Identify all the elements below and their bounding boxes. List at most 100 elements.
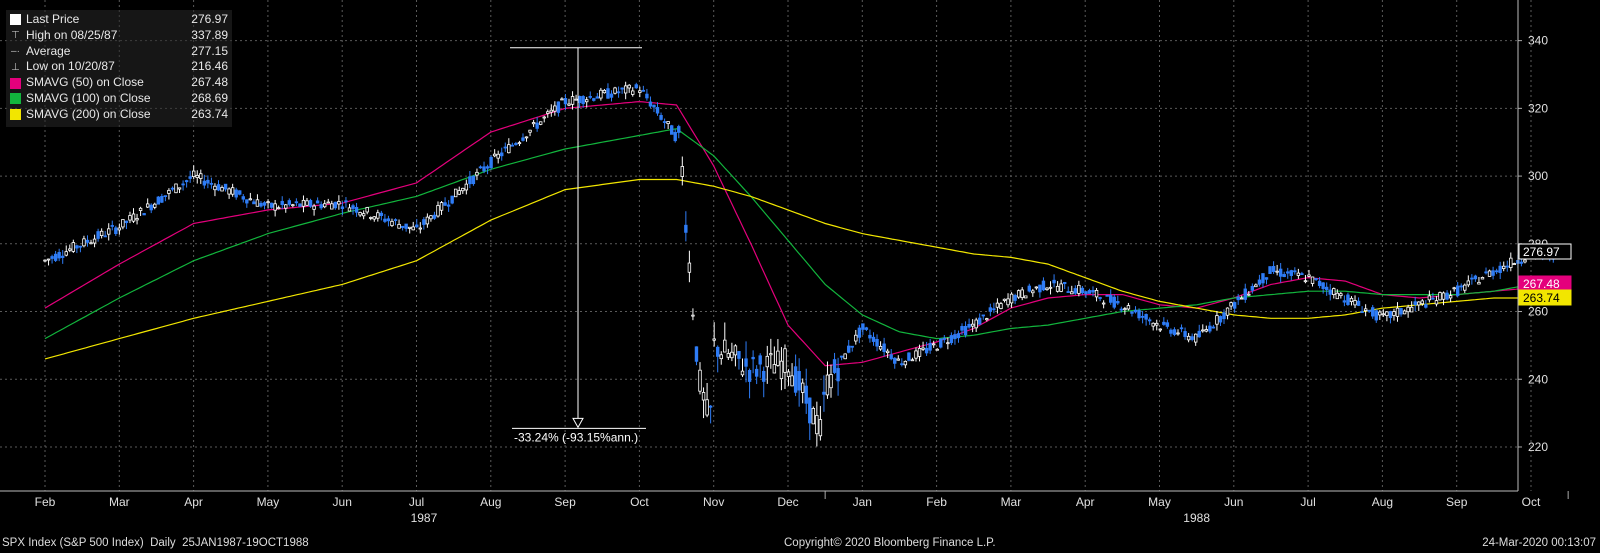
candle-body	[333, 201, 338, 209]
candle-body	[415, 224, 419, 228]
candle-body	[1098, 297, 1102, 299]
candle-body	[1020, 289, 1024, 299]
x-tick-label: Jan	[853, 495, 872, 509]
candle-body	[684, 224, 688, 233]
candle-body	[1519, 261, 1524, 264]
legend-label: SMAVG (100) on Close	[26, 90, 151, 105]
legend-item-sma200[interactable]: SMAVG (200) on Close 263.74	[10, 107, 228, 123]
candle-body	[485, 166, 490, 169]
candle-body	[1041, 280, 1046, 291]
candle-body	[1296, 272, 1301, 276]
candle-body	[199, 173, 203, 179]
candle-body	[1144, 314, 1148, 320]
candle-body	[238, 190, 242, 195]
candle-body	[439, 202, 444, 211]
price-candles	[43, 81, 1555, 447]
candle-body	[779, 360, 784, 380]
candle-body	[1133, 309, 1138, 313]
legend-item-sma100[interactable]: SMAVG (100) on Close 268.69	[10, 91, 228, 107]
candle-body	[602, 89, 607, 94]
candle-body	[723, 339, 727, 353]
candle-body	[1409, 306, 1414, 313]
candle-body	[245, 199, 249, 204]
legend-item-average[interactable]: –· Average 277.15	[10, 44, 228, 60]
candle-body	[949, 335, 954, 344]
legend-label: Low on 10/20/87	[26, 59, 115, 74]
legend-item-sma50[interactable]: SMAVG (50) on Close 267.48	[10, 75, 228, 91]
candle-body	[733, 345, 738, 356]
candle-body	[769, 353, 773, 356]
candle-body	[1356, 300, 1361, 306]
last-value-tag-label: 263.74	[1523, 291, 1560, 305]
candle-body	[1286, 271, 1290, 274]
candle-body	[305, 200, 309, 206]
candle-body	[606, 88, 610, 99]
candle-body	[1466, 280, 1471, 286]
candle-body	[181, 183, 185, 186]
y-tick-label: 320	[1528, 101, 1548, 115]
candle-body	[128, 215, 132, 221]
candle-body	[878, 345, 883, 350]
legend-item-high[interactable]: ⊤ High on 08/25/87 337.89	[10, 28, 228, 44]
last-value-tag	[1518, 289, 1572, 306]
candle-body	[931, 343, 936, 346]
candle-body	[691, 314, 695, 317]
candle-body	[1463, 284, 1467, 291]
candle-body	[549, 109, 554, 113]
candle-body	[461, 187, 465, 192]
candle-body	[330, 203, 334, 210]
candle-body	[1441, 292, 1446, 300]
candle-body	[496, 153, 500, 159]
candle-body	[871, 336, 876, 342]
candle-body	[276, 207, 281, 210]
candle-body	[1332, 288, 1336, 295]
candle-body	[1339, 293, 1343, 297]
candle-body	[1193, 333, 1198, 343]
candle-body	[1264, 277, 1269, 280]
candle-body	[903, 360, 908, 366]
candle-body	[914, 350, 918, 359]
candle-body	[138, 207, 143, 211]
candle-body	[1109, 294, 1113, 303]
candle-body	[1278, 268, 1283, 277]
candle-body	[868, 334, 872, 339]
legend-item-low[interactable]: ⊥ Low on 10/20/87 216.46	[10, 59, 228, 75]
candle-body	[1162, 321, 1166, 325]
candle-body	[1455, 285, 1460, 296]
legend-label: SMAVG (50) on Close	[26, 75, 144, 90]
candle-body	[577, 96, 582, 104]
candle-body	[1140, 315, 1145, 318]
candle-body	[1491, 270, 1495, 276]
candle-body	[616, 91, 621, 94]
candle-body	[280, 200, 284, 206]
legend-value: 276.97	[191, 12, 228, 26]
candle-body	[121, 219, 125, 228]
x-tick-label: Feb	[35, 495, 56, 509]
candle-body	[921, 347, 925, 350]
candle-body	[492, 153, 497, 157]
candle-body	[1116, 301, 1120, 304]
candle-body	[351, 205, 355, 209]
candle-body	[740, 370, 745, 376]
candle-body	[301, 199, 306, 207]
candle-body	[1240, 297, 1244, 300]
candle-body	[1353, 300, 1357, 306]
candle-body	[107, 228, 111, 235]
candle-body	[687, 262, 692, 273]
last-value-tag	[1518, 243, 1572, 260]
candle-body	[634, 84, 638, 89]
candle-body	[287, 200, 292, 205]
candle-body	[400, 225, 405, 228]
candle-body	[386, 218, 391, 222]
candle-body	[1321, 282, 1325, 289]
candle-body	[248, 198, 253, 201]
frequency: Daily	[150, 537, 176, 549]
candle-body	[308, 200, 313, 207]
candle-body	[995, 302, 1000, 308]
candle-body	[372, 216, 376, 220]
candle-body	[446, 204, 451, 207]
candle-body	[315, 200, 320, 204]
legend-item-last-price[interactable]: Last Price 276.97	[10, 12, 228, 28]
candle-body	[815, 415, 819, 435]
candle-body	[1360, 311, 1364, 314]
